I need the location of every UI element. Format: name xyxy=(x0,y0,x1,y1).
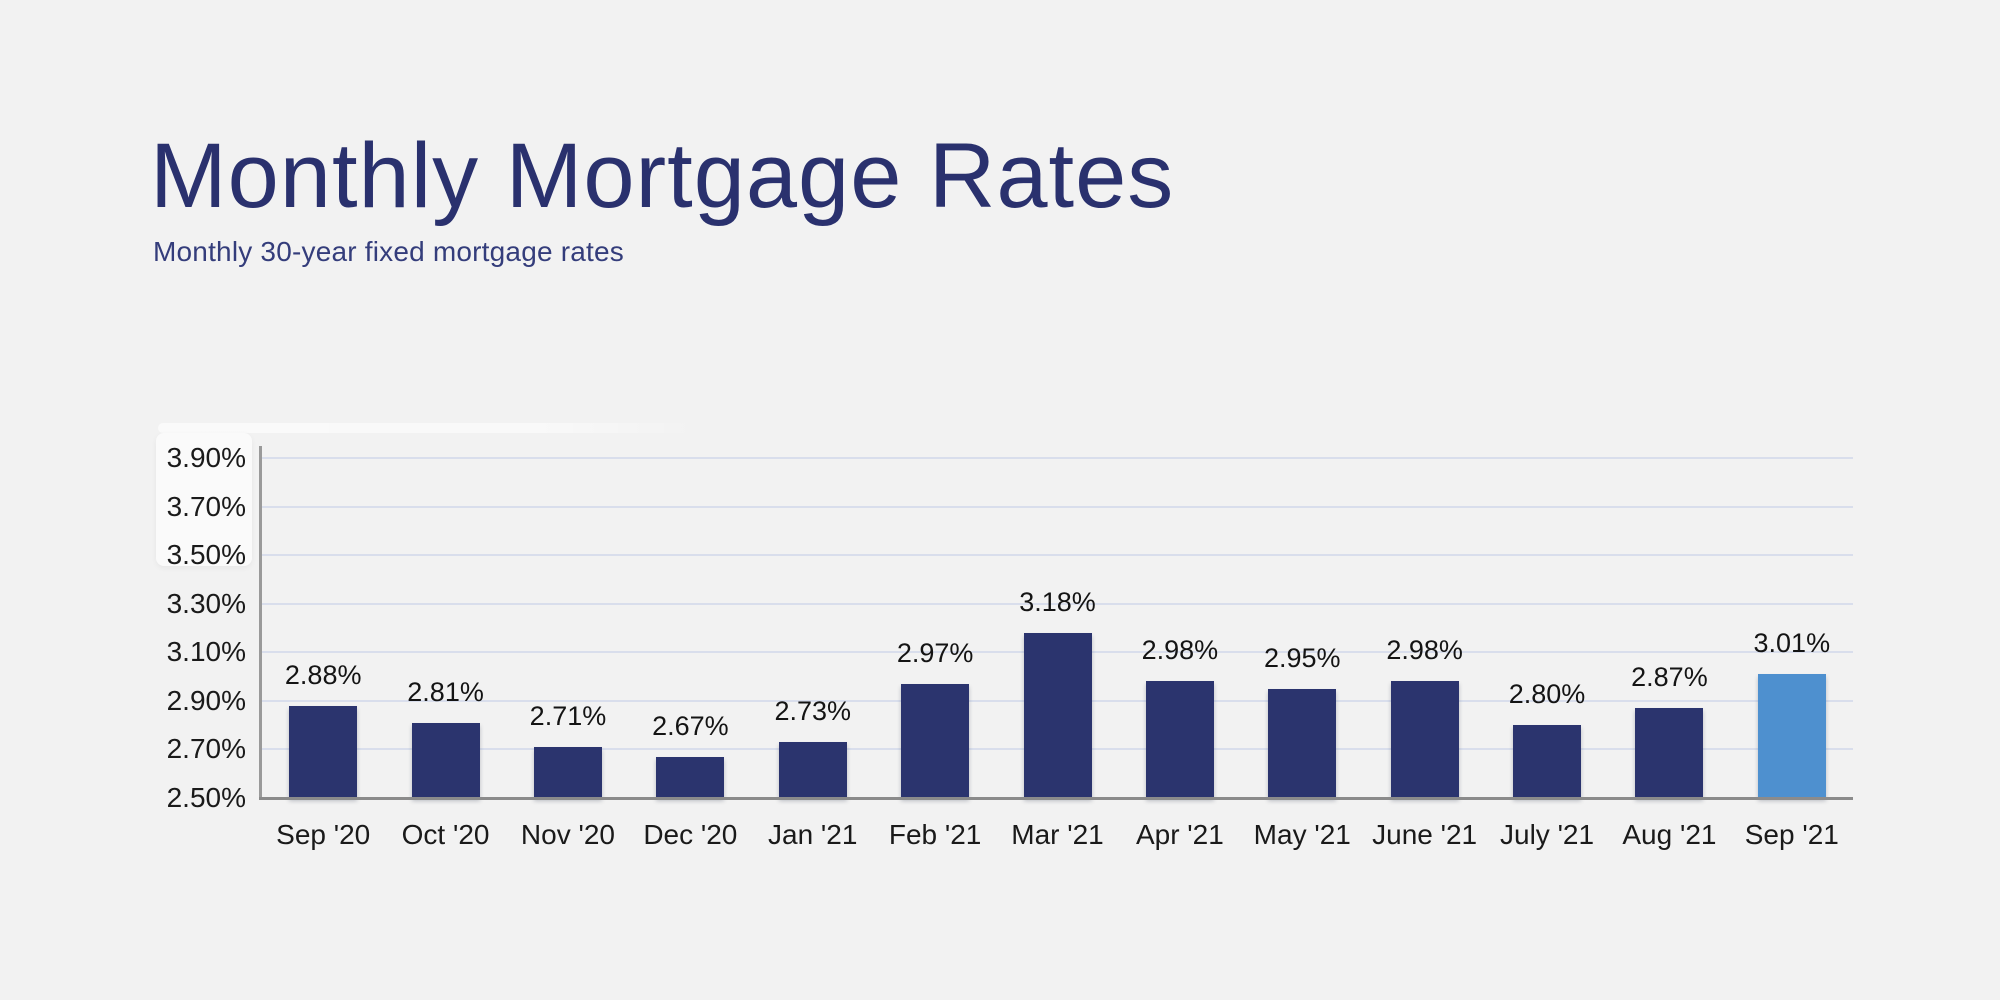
x-axis-label-mar-21: Mar '21 xyxy=(1011,819,1104,850)
gridline xyxy=(262,505,1853,508)
x-axis-label-july-21: July '21 xyxy=(1500,819,1595,850)
background-highlight-box xyxy=(156,433,252,566)
bar-value-label-june-21: 2.98% xyxy=(1386,635,1463,665)
x-axis-label-jan-21: Jan '21 xyxy=(768,819,858,850)
bar-value-label-nov-20: 2.71% xyxy=(529,701,607,731)
bar-value-label-apr-21: 2.98% xyxy=(1141,635,1219,665)
y-axis-tick-label: 2.50% xyxy=(166,782,246,813)
bar-may-21 xyxy=(1268,689,1337,798)
y-axis-line xyxy=(259,446,262,800)
y-axis-tick-label: 3.70% xyxy=(166,490,246,522)
y-axis-tick-label: 3.30% xyxy=(166,587,246,619)
bar-value-label-may-21: 2.95% xyxy=(1263,643,1341,673)
x-axis-label-dec-20: Dec '20 xyxy=(643,819,738,850)
background-highlight-strip xyxy=(158,423,698,433)
y-axis-tick-label: 2.70% xyxy=(166,733,246,765)
gridline xyxy=(262,457,1853,459)
x-axis-label-aug-21: Aug '21 xyxy=(1622,819,1717,850)
page-subtitle: Monthly 30-year fixed mortgage rates xyxy=(153,236,624,267)
bar-value-label-july-21: 2.80% xyxy=(1508,679,1586,709)
bar-nov-20 xyxy=(533,747,602,798)
bar-value-label-sep-21: 3.01% xyxy=(1753,628,1831,658)
x-axis-line xyxy=(259,797,1853,800)
bar-value-label-jan-21: 2.73% xyxy=(774,696,851,726)
x-axis-label-may-21: May '21 xyxy=(1253,819,1351,850)
bar-value-label-sep-20: 2.88% xyxy=(284,660,362,690)
page-title: Monthly Mortgage Rates xyxy=(150,125,1175,227)
gridline xyxy=(262,554,1853,557)
x-axis-label-sep-21: Sep '21 xyxy=(1744,819,1839,850)
x-axis-label-feb-21: Feb '21 xyxy=(888,819,982,850)
y-axis-tick-label: 3.90% xyxy=(166,442,246,473)
bar-apr-21 xyxy=(1145,681,1214,798)
bar-july-21 xyxy=(1513,725,1582,798)
y-axis-tick-label: 3.50% xyxy=(166,539,246,571)
x-axis-label-sep-20: Sep '20 xyxy=(276,819,371,850)
x-axis-label-june-21: June '21 xyxy=(1372,819,1478,850)
bar-dec-20 xyxy=(656,757,725,798)
bar-feb-21 xyxy=(901,684,970,798)
bar-june-21 xyxy=(1390,681,1459,798)
bar-value-label-aug-21: 2.87% xyxy=(1631,662,1708,692)
gridline xyxy=(262,602,1853,605)
bar-sep-20 xyxy=(289,706,358,798)
bar-value-label-feb-21: 2.97% xyxy=(896,638,974,668)
bar-oct-20 xyxy=(411,723,480,798)
bar-mar-21 xyxy=(1023,633,1092,798)
y-axis-tick-label: 2.90% xyxy=(166,684,246,716)
bar-jan-21 xyxy=(778,742,847,798)
x-axis-label-nov-20: Nov '20 xyxy=(520,819,615,850)
bar-aug-21 xyxy=(1635,708,1704,798)
y-axis-tick-label: 3.10% xyxy=(166,636,246,668)
bar-value-label-mar-21: 3.18% xyxy=(1019,587,1096,617)
bar-value-label-oct-20: 2.81% xyxy=(407,677,484,707)
bar-value-label-dec-20: 2.67% xyxy=(652,711,729,741)
x-axis-label-oct-20: Oct '20 xyxy=(401,819,490,850)
bar-sep-21 xyxy=(1757,674,1826,798)
x-axis-label-apr-21: Apr '21 xyxy=(1135,819,1224,850)
